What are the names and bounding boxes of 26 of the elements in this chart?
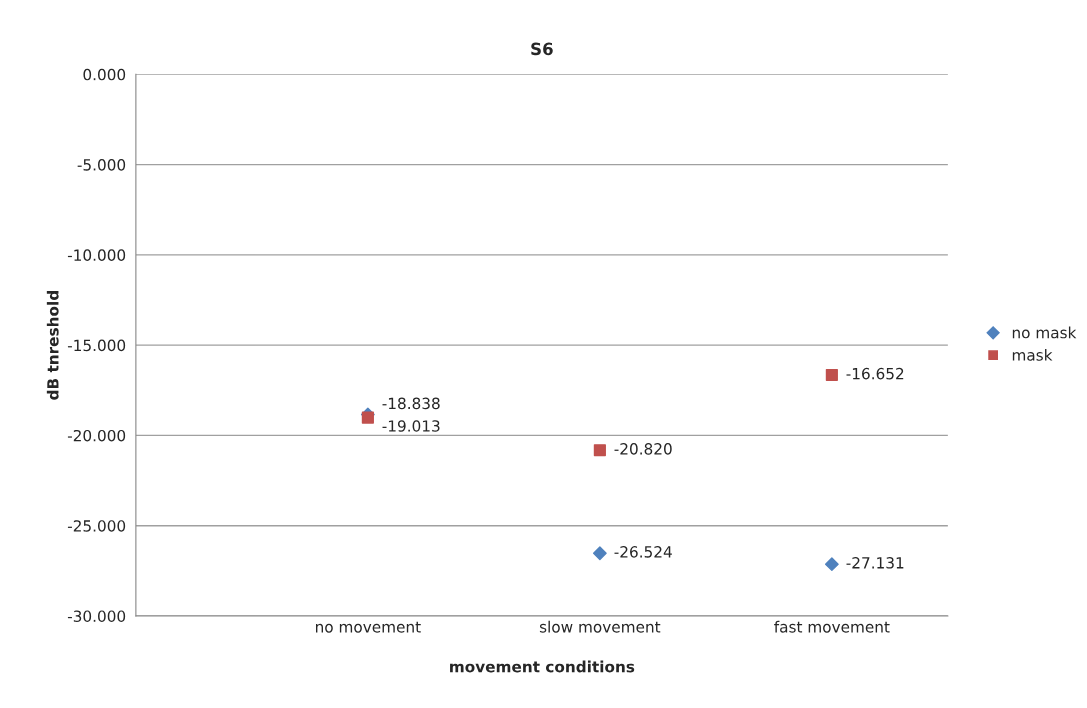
y-tick-label: -25.000 bbox=[67, 520, 126, 532]
point bbox=[824, 557, 839, 572]
point bbox=[361, 411, 374, 424]
point bbox=[593, 444, 606, 457]
x-tick-label: fast movement bbox=[774, 620, 890, 633]
data-label: -20.820 bbox=[614, 443, 672, 455]
legend-label: no mask bbox=[1012, 326, 1077, 339]
y-tick-label: -5.000 bbox=[77, 159, 126, 171]
point bbox=[825, 368, 838, 382]
x-tick-label: slow movement bbox=[539, 620, 661, 633]
y-tick-label: -10.000 bbox=[67, 249, 126, 261]
data-label: -26.524 bbox=[614, 546, 672, 558]
y-axis-title: dB tnreshold bbox=[46, 291, 59, 400]
y-tick-label: 0.000 bbox=[83, 68, 126, 81]
legend-label: mask bbox=[1012, 348, 1053, 361]
chart-title: S6 bbox=[531, 42, 553, 56]
x-tick-label: no movement bbox=[316, 621, 421, 633]
y-tick-label: -20.000 bbox=[67, 429, 126, 442]
y-tick-label: -15.000 bbox=[67, 339, 126, 352]
data-label: -27.131 bbox=[846, 557, 904, 569]
data-label: -19.013 bbox=[382, 420, 440, 432]
point bbox=[592, 546, 607, 561]
x-axis-title: movement conditions bbox=[450, 660, 635, 673]
data-label: -18.838 bbox=[382, 397, 440, 410]
y-tick-label: -30.000 bbox=[67, 610, 126, 622]
data-label: -16.652 bbox=[846, 367, 904, 380]
